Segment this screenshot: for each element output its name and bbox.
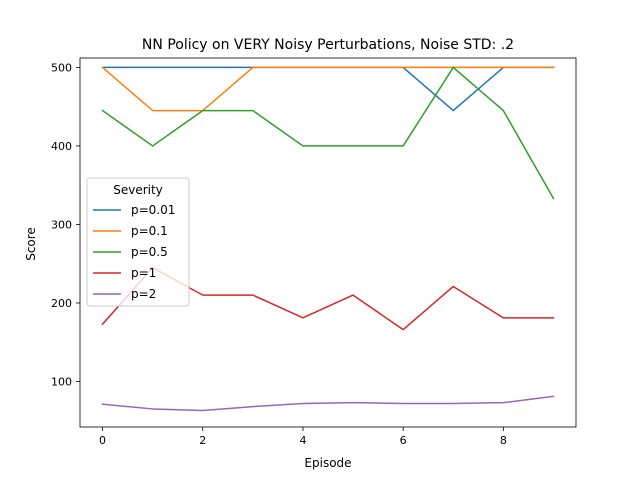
series-line-1 bbox=[103, 67, 554, 110]
y-tick-label: 300 bbox=[51, 218, 72, 231]
x-tick-label: 6 bbox=[400, 434, 407, 447]
legend-label-3: p=1 bbox=[131, 266, 156, 280]
legend-label-1: p=0.1 bbox=[131, 224, 168, 238]
legend-label-0: p=0.01 bbox=[131, 203, 175, 217]
y-axis-label: Score bbox=[24, 227, 38, 261]
chart-title: NN Policy on VERY Noisy Perturbations, N… bbox=[142, 37, 514, 53]
series-line-0 bbox=[103, 67, 554, 110]
legend: Severity p=0.01 p=0.1 p=0.5 p=1 p=2 bbox=[87, 178, 189, 306]
y-tick-label: 500 bbox=[51, 61, 72, 74]
legend-label-2: p=0.5 bbox=[131, 245, 168, 259]
y-tick-label: 100 bbox=[51, 375, 72, 388]
x-tick-label: 8 bbox=[500, 434, 507, 447]
x-tick-label: 2 bbox=[199, 434, 206, 447]
x-axis-label: Episode bbox=[304, 456, 351, 470]
y-tick-label: 400 bbox=[51, 140, 72, 153]
x-tick-label: 4 bbox=[299, 434, 306, 447]
y-tick-label: 200 bbox=[51, 297, 72, 310]
x-tick-label: 0 bbox=[99, 434, 106, 447]
legend-title: Severity bbox=[113, 183, 163, 197]
series-line-4 bbox=[103, 396, 554, 410]
legend-label-4: p=2 bbox=[131, 287, 156, 301]
